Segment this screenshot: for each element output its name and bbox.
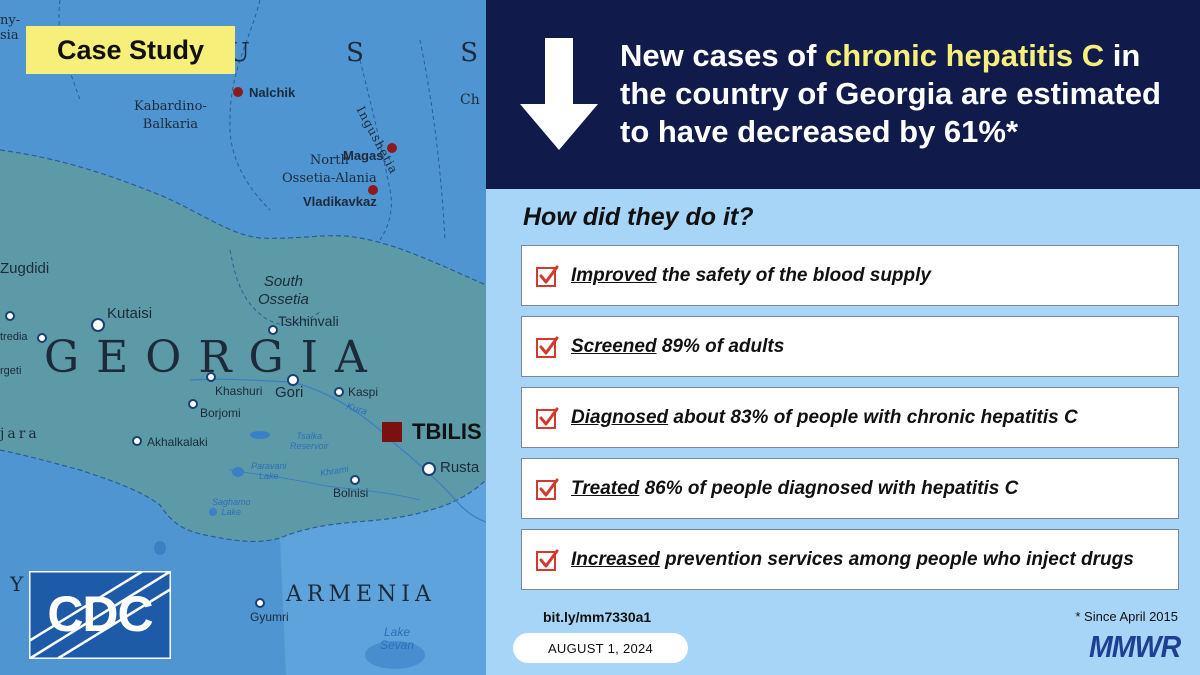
georgia-region <box>0 150 486 542</box>
cdc-logo: CDC <box>27 569 173 661</box>
map-label-russia-edge: ny- sia <box>0 13 21 43</box>
map-label-rustavi: Rusta <box>440 459 480 476</box>
map-label-ch: Ch <box>460 92 480 108</box>
checkbox-checked-icon <box>536 407 559 429</box>
date-pill: AUGUST 1, 2024 <box>513 633 688 663</box>
map-label-vladikavkaz: Vladikavkaz <box>303 194 377 209</box>
headline-pre: New cases of <box>620 38 826 73</box>
map-label-khashuri: Khashuri <box>215 384 263 398</box>
map-label-paravani: Paravani Lake <box>251 461 287 481</box>
case-study-badge: Case Study <box>26 26 235 74</box>
armenia-region <box>280 480 486 675</box>
question-heading: How did they do it? <box>523 203 754 231</box>
map-label-zugdidi: Zugdidi <box>0 260 50 277</box>
map-label-north-ossetia: North Ossetia-Alania <box>282 153 377 186</box>
list-item-rest: 89% of adults <box>656 335 785 357</box>
map-panel: ny- sia U S S I Ch Kabardino- Balkaria N… <box>0 0 486 675</box>
headline-post: in the country of Georgia are estimated … <box>620 38 1161 149</box>
map-label-y-edge: Y <box>10 572 24 596</box>
headline-highlight: chronic hepatitis C <box>825 38 1105 73</box>
mmwr-logo: MMWR <box>1088 629 1181 664</box>
map-label-russia: U S S I <box>228 38 486 68</box>
map-label-tbilisi: TBILIS <box>412 419 482 444</box>
map-label-south-ossetia: South Ossetia <box>258 273 309 308</box>
map-label-gyumri: Gyumri <box>250 610 289 624</box>
list-item: Screened 89% of adults <box>521 316 1179 377</box>
list-item-keyword: Diagnosed <box>571 406 669 428</box>
list-item-text: Increased prevention services among peop… <box>571 549 1134 571</box>
short-link[interactable]: bit.ly/mm7330a1 <box>543 609 652 625</box>
footnote: * Since April 2015 <box>1075 609 1178 624</box>
content-panel: How did they do it? Improved the safety … <box>486 189 1200 675</box>
map-label-tsalka: Tsalka Reservoir <box>290 431 329 451</box>
header-panel: New cases of chronic hepatitis C in the … <box>486 0 1200 189</box>
map-label-lake-sevan: Lake Sevan <box>380 625 415 653</box>
map-label-jara: jara <box>0 426 40 442</box>
list-item-rest: the safety of the blood supply <box>656 264 931 286</box>
map-label-georgia: GEORGIA <box>44 332 384 383</box>
map-label-tredia: tredia <box>0 331 28 343</box>
map-label-gori: Gori <box>275 384 304 401</box>
list-item-rest: prevention services among people who inj… <box>659 548 1134 570</box>
list-item-keyword: Treated <box>571 477 640 499</box>
list-item-text: Improved the safety of the blood supply <box>571 265 931 287</box>
list-item: Improved the safety of the blood supply <box>521 245 1179 306</box>
map-label-borjomi: Borjomi <box>200 406 241 420</box>
map-label-saghamo: Saghamo Lake <box>212 497 251 517</box>
checkbox-checked-icon <box>536 336 559 358</box>
map-label-armenia: ARMENIA <box>286 582 436 607</box>
down-arrow-icon <box>520 38 598 150</box>
cdc-logo-text: CDC <box>47 586 153 642</box>
headline: New cases of chronic hepatitis C in the … <box>620 37 1180 150</box>
map-label-magas: Magas <box>343 148 384 163</box>
map-label-tskhinvali: Tskhinvali <box>278 313 339 329</box>
list-item: Treated 86% of people diagnosed with hep… <box>521 458 1179 519</box>
list-item-keyword: Improved <box>571 264 657 286</box>
map-label-kabardino: Kabardino- Balkaria <box>134 99 207 132</box>
list-item: Diagnosed about 83% of people with chron… <box>521 387 1179 448</box>
checkbox-checked-icon <box>536 478 559 500</box>
list-item-text: Diagnosed about 83% of people with chron… <box>571 407 1078 429</box>
map-label-kaspi: Kaspi <box>348 385 379 399</box>
list-item-keyword: Increased <box>571 548 660 570</box>
checkbox-checked-icon <box>536 549 559 571</box>
map-label-bolnisi: Bolnisi <box>333 486 369 500</box>
list-item-text: Treated 86% of people diagnosed with hep… <box>571 478 1018 500</box>
list-item-text: Screened 89% of adults <box>571 336 784 358</box>
list-item: Increased prevention services among peop… <box>521 529 1179 590</box>
list-item-rest: 86% of people diagnosed with hepatitis C <box>639 477 1019 499</box>
map-label-kutaisi: Kutaisi <box>107 305 153 322</box>
list-item-keyword: Screened <box>571 335 657 357</box>
map-label-akhalkalaki: Akhalkalaki <box>147 435 208 449</box>
checkbox-checked-icon <box>536 265 559 287</box>
map-label-nalchik: Nalchik <box>249 85 296 100</box>
list-item-rest: about 83% of people with chronic hepatit… <box>668 406 1078 428</box>
map-label-rgeti: rgeti <box>0 365 22 377</box>
